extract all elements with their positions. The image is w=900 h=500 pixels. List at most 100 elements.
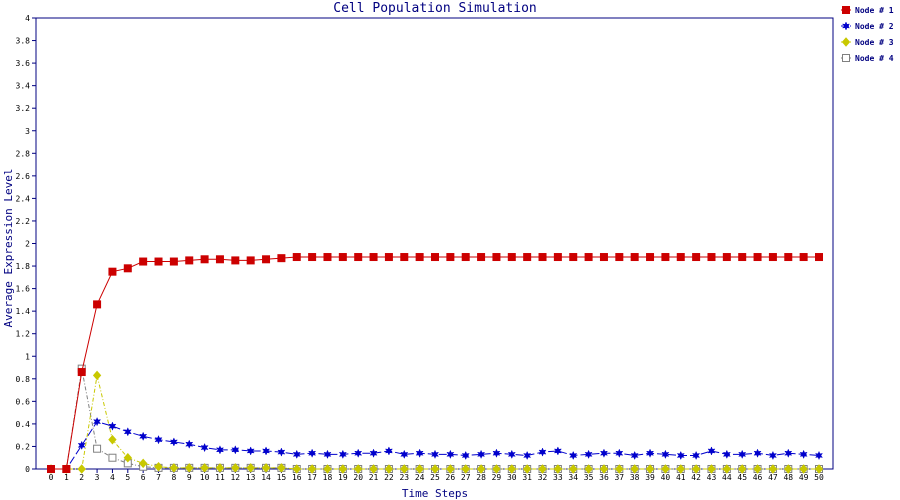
series-3-point — [138, 458, 148, 469]
x-tick-label: 24 — [415, 473, 425, 482]
legend-label: Node # 3 — [855, 38, 894, 47]
series-2-point — [814, 450, 824, 461]
series-1-point — [523, 253, 532, 262]
x-tick-label: 49 — [799, 473, 809, 482]
series-1-point — [446, 253, 455, 262]
series-3-point — [599, 464, 609, 474]
series-1-point — [292, 253, 301, 262]
x-tick-label: 28 — [476, 473, 486, 482]
x-tick-label: 5 — [125, 473, 130, 482]
x-tick-label: 33 — [553, 473, 563, 482]
series-1-point — [431, 253, 439, 262]
series-2-point — [246, 446, 255, 456]
series-1-point — [538, 253, 547, 262]
x-tick-label: 12 — [230, 473, 240, 482]
x-tick-label: 20 — [353, 473, 363, 482]
series-1-point — [323, 253, 332, 262]
series-1-point — [139, 257, 148, 266]
series-1-point — [569, 253, 578, 262]
series-3-point — [246, 463, 255, 473]
series-3-point — [92, 370, 102, 381]
series-3-point — [799, 464, 808, 474]
series-1-point — [77, 368, 86, 377]
series-1-point — [722, 253, 731, 262]
series-2-point — [523, 450, 532, 461]
series-3-point — [215, 463, 225, 473]
series-3-point — [461, 464, 470, 474]
series-1-point — [231, 256, 240, 265]
series-1-point — [93, 300, 102, 309]
series-2-point — [277, 447, 286, 457]
series-1-point — [646, 253, 655, 262]
x-tick-label: 50 — [814, 473, 824, 482]
x-tick-label: 46 — [753, 473, 763, 482]
x-tick-label: 22 — [384, 473, 394, 482]
series-3-point — [307, 464, 317, 474]
y-tick-label: 3.8 — [16, 37, 31, 46]
legend-item[interactable]: Node # 2 — [841, 21, 894, 31]
series-1-point — [185, 256, 194, 265]
series-1-point — [461, 253, 470, 262]
x-tick-label: 44 — [722, 473, 732, 482]
series-3-point — [415, 464, 424, 474]
series-1-point — [707, 253, 716, 262]
legend-item[interactable]: Node # 1 — [841, 6, 894, 15]
series-3-point — [615, 464, 624, 474]
y-axis: 0 0.2 0.4 0.6 0.8 1 1.2 1.4 1.6 1.8 2 2.2 2.4 2.6 2.8 3… — [16, 14, 36, 474]
y-tick-label: 0.8 — [16, 375, 31, 384]
series-3-point — [77, 464, 86, 474]
series-2-point — [200, 442, 209, 453]
y-tick-label: 0.4 — [16, 420, 31, 429]
x-tick-label: 17 — [307, 473, 317, 482]
series-2-point — [323, 449, 332, 459]
legend-marker — [841, 21, 851, 31]
series-1-point — [492, 253, 501, 262]
legend[interactable]: Node # 1 Node # 2 Node # 3 Node # 4 — [841, 6, 894, 63]
series-2-point — [799, 449, 808, 459]
x-tick-label: 10 — [200, 473, 210, 482]
series-2-point — [93, 416, 102, 427]
x-tick-label: 31 — [522, 473, 532, 482]
y-tick-label: 1.4 — [16, 307, 31, 316]
x-tick-label: 48 — [783, 473, 793, 482]
series-3-point — [753, 464, 762, 474]
y-tick-label: 2.2 — [16, 217, 31, 226]
series-2-point — [784, 448, 793, 458]
series-1-line — [51, 256, 819, 470]
x-tick-label: 3 — [95, 473, 100, 482]
series-3-point — [200, 463, 209, 473]
series-2-point — [461, 450, 470, 461]
plot-area-frame — [35, 17, 834, 470]
series-1-point — [799, 253, 808, 262]
x-tick-label: 14 — [261, 473, 271, 482]
legend-marker — [842, 54, 850, 62]
series-1-point — [123, 264, 132, 273]
series-1-point — [599, 253, 608, 262]
series-3-point — [522, 464, 532, 474]
series-2-point — [538, 447, 547, 457]
series-2-point — [354, 448, 363, 458]
legend-item[interactable]: Node # 4 — [841, 54, 894, 63]
y-tick-label: 2 — [25, 240, 30, 249]
series-2-point — [707, 446, 716, 456]
series-2-point — [492, 448, 501, 458]
series-1-point — [676, 253, 685, 262]
series-3-point — [323, 464, 332, 474]
x-tick-label: 42 — [691, 473, 701, 482]
x-tick-label: 41 — [676, 473, 686, 482]
series-3-point — [507, 464, 516, 474]
series-2-point — [123, 427, 132, 437]
series-2-point — [507, 449, 516, 459]
x-tick-label: 27 — [461, 473, 471, 482]
legend-item[interactable]: Node # 3 — [841, 37, 894, 47]
legend-marker — [841, 37, 851, 47]
series-2-line — [51, 421, 820, 470]
legend-label: Node # 2 — [855, 22, 894, 31]
series-2-point — [753, 448, 762, 458]
series-2-point — [646, 448, 655, 458]
x-tick-label: 40 — [661, 473, 671, 482]
series-3-point — [553, 464, 563, 474]
y-tick-label: 0.2 — [16, 442, 31, 451]
series-2-point — [369, 448, 378, 458]
y-axis-label: Average Expression Level — [2, 169, 15, 328]
